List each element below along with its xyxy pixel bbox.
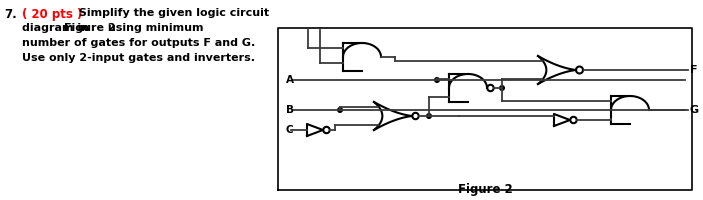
Text: F: F [690, 65, 697, 75]
Text: number of gates for outputs F and G.: number of gates for outputs F and G. [22, 38, 255, 48]
Text: ( 20 pts ): ( 20 pts ) [22, 8, 82, 21]
Text: 7.: 7. [4, 8, 17, 21]
Text: Figure 2: Figure 2 [458, 183, 512, 196]
Text: using minimum: using minimum [104, 23, 203, 33]
Text: Figure 2: Figure 2 [64, 23, 115, 33]
Circle shape [500, 86, 504, 90]
Text: C: C [286, 125, 294, 135]
Text: A: A [286, 75, 294, 85]
Text: G: G [690, 105, 699, 115]
Circle shape [337, 108, 342, 112]
Text: B: B [286, 105, 294, 115]
Circle shape [434, 78, 439, 82]
Circle shape [427, 114, 432, 118]
Text: Use only 2-input gates and inverters.: Use only 2-input gates and inverters. [22, 53, 255, 63]
Text: Simplify the given logic circuit: Simplify the given logic circuit [75, 8, 269, 18]
Text: diagram in: diagram in [22, 23, 93, 33]
